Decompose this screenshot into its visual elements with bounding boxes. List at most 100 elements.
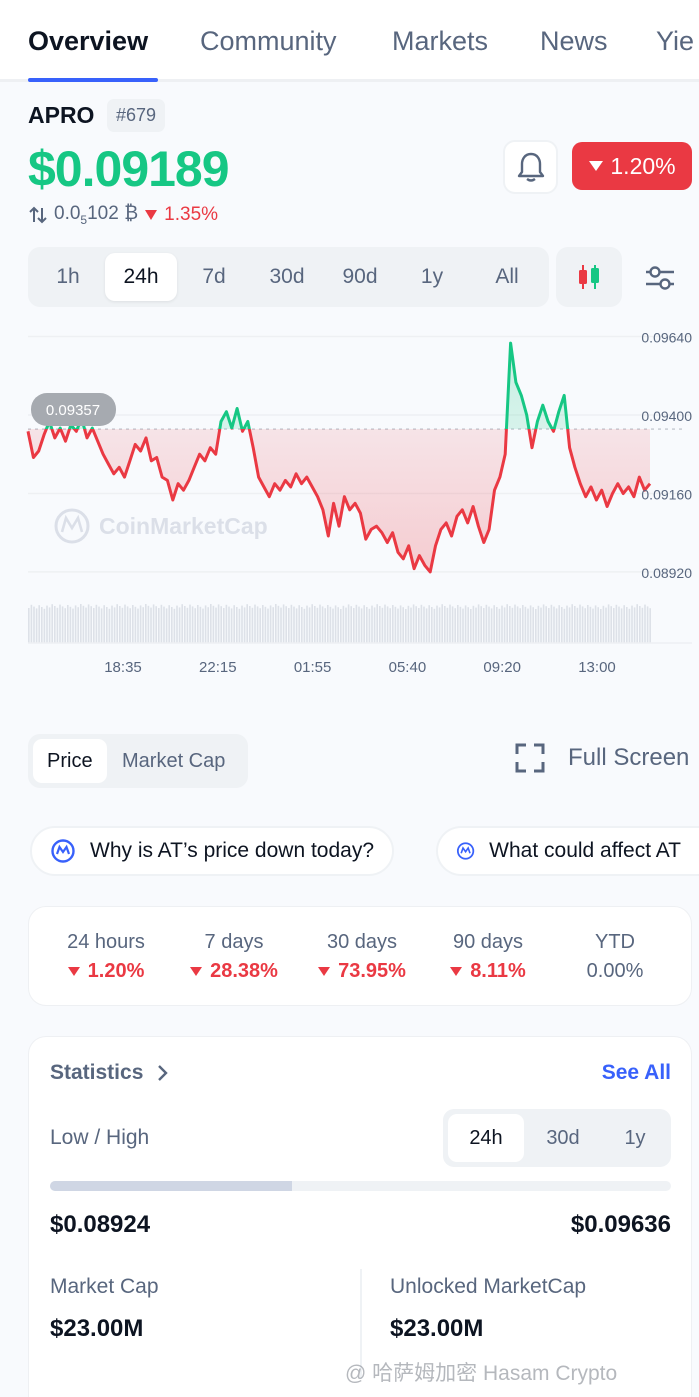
toggle-price[interactable]: Price [33, 739, 107, 783]
volume-bar [566, 605, 568, 643]
price-chart[interactable]: CoinMarketCap 0.09640 0.09400 0.09160 0.089… [0, 310, 699, 690]
full-screen-button[interactable]: Full Screen [514, 742, 689, 774]
range-24h[interactable]: 24h [105, 253, 177, 301]
volume-bar [225, 604, 228, 643]
volume-bar [483, 608, 485, 643]
volume-bar [56, 607, 59, 643]
time-range-selector: 1h 24h 7d 30d 90d 1y All [28, 247, 549, 307]
volume-bar [319, 604, 321, 643]
rank-badge: #679 [107, 99, 166, 132]
volume-bar [212, 605, 215, 643]
volume-bar [280, 607, 282, 643]
volume-bar [41, 607, 43, 643]
volume-bar [613, 608, 615, 643]
range-30d[interactable]: 30d [269, 265, 305, 288]
low-high-label: Low / High [50, 1126, 150, 1149]
volume-bar [449, 604, 451, 643]
low-high-range-bar [50, 1181, 671, 1191]
volume-bar [605, 607, 607, 643]
chart-settings-button[interactable] [640, 258, 680, 298]
market-cap-stat: Market Cap $23.00M [50, 1275, 159, 1342]
volume-bar [550, 604, 553, 643]
high-value: $0.09636 [570, 1211, 671, 1238]
volume-bar [548, 608, 550, 643]
volume-bar [594, 605, 597, 643]
volume-bar [215, 607, 217, 643]
volume-bar [184, 606, 186, 643]
volume-bar [119, 606, 121, 643]
tab-yield[interactable]: Yie [656, 26, 695, 56]
expand-icon [515, 743, 545, 773]
volume-bar [649, 608, 651, 643]
volume-bar [202, 608, 204, 643]
volume-bar [264, 606, 267, 643]
range-1h[interactable]: 1h [56, 265, 80, 288]
range-all[interactable]: All [495, 265, 519, 288]
volume-bar [402, 607, 404, 643]
see-all-link[interactable]: See All [601, 1061, 671, 1084]
volume-bar [337, 607, 339, 643]
stat-divider [360, 1269, 362, 1379]
volume-bar [498, 608, 501, 643]
volume-bar [124, 604, 126, 643]
period-24h[interactable]: 24h [448, 1114, 524, 1162]
volume-bar [628, 608, 631, 643]
volume-bar [103, 605, 105, 643]
volume-bar [350, 606, 352, 643]
volume-bar [59, 604, 61, 643]
volume-bar [67, 605, 69, 643]
volume-bar [360, 608, 363, 643]
range-90d[interactable]: 90d [342, 265, 378, 288]
volume-bar [111, 605, 113, 643]
range-1y[interactable]: 1y [420, 265, 444, 288]
volume-bar [285, 606, 287, 643]
tab-markets[interactable]: Markets [392, 26, 489, 56]
volume-bar [301, 607, 303, 643]
volume-bar [129, 608, 131, 643]
volume-bar [407, 605, 410, 643]
btc-price: 0.05102 ₿ [54, 203, 139, 227]
question-chip-what-affects[interactable]: What could affect AT [436, 826, 699, 876]
volume-bar [69, 606, 72, 643]
volume-bar [428, 605, 430, 643]
volume-bar [490, 608, 493, 643]
volume-bar [126, 606, 129, 643]
volume-bar [516, 606, 519, 643]
tab-overview[interactable]: Overview [28, 26, 149, 56]
volume-bar [241, 605, 243, 643]
volume-bar [555, 608, 558, 643]
volume-bar [38, 605, 40, 643]
toggle-market-cap[interactable]: Market Cap [122, 750, 226, 772]
volume-bar [436, 605, 438, 643]
volume-bar [262, 605, 264, 643]
period-30d[interactable]: 30d [546, 1127, 580, 1149]
volume-bars [28, 604, 692, 644]
volume-bar [553, 606, 555, 643]
price-change-badge: 1.20% [572, 142, 692, 190]
range-7d[interactable]: 7d [202, 265, 226, 288]
volume-bar [626, 607, 628, 643]
volume-bar [576, 607, 579, 643]
volume-bar [113, 607, 116, 643]
chart-type-toggle: Price Market Cap [28, 734, 248, 788]
question-chip-price-down[interactable]: Why is AT’s price down today? [30, 826, 395, 876]
volume-bar [194, 608, 196, 643]
volume-bar [217, 604, 220, 643]
period-1y[interactable]: 1y [624, 1127, 646, 1149]
volume-bar [506, 604, 508, 643]
volume-bar [316, 607, 319, 643]
volume-bar [87, 604, 90, 643]
ai-assistant-icon [51, 839, 75, 863]
volume-bar [623, 605, 625, 643]
volume-bar [210, 604, 212, 643]
volume-bar [579, 604, 581, 643]
volume-bar [532, 607, 534, 643]
tab-news[interactable]: News [540, 26, 608, 56]
candlestick-toggle-button[interactable] [556, 247, 622, 307]
volume-bar [311, 604, 313, 643]
price-alert-button[interactable] [503, 140, 558, 194]
volume-bar [475, 607, 477, 643]
tab-community[interactable]: Community [200, 26, 337, 56]
swap-icon[interactable] [28, 205, 48, 225]
statistics-link[interactable]: Statistics [50, 1061, 169, 1085]
